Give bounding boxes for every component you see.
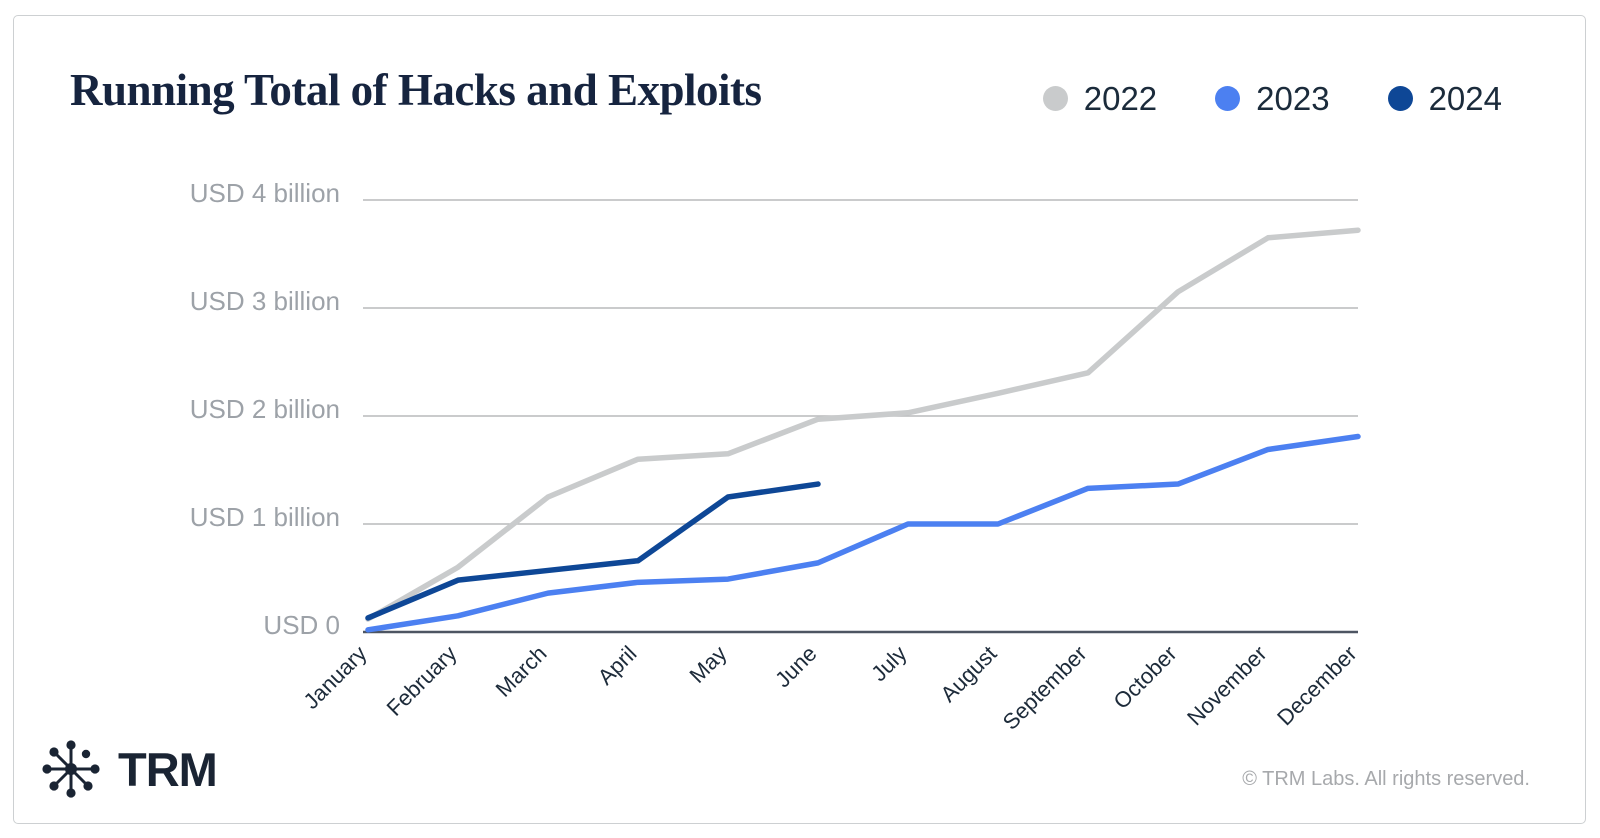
chart-legend: 2022 2023 2024 [1042,80,1502,117]
x-axis-tick-label: July [866,641,911,686]
legend-dot-2024-icon [1387,86,1413,111]
legend-dot-2022-icon [1042,86,1068,111]
legend-label-2022: 2022 [1083,80,1158,117]
footer-copyright: © TRM Labs. All rights reserved. [1242,768,1530,790]
legend-label-2024: 2024 [1428,80,1502,117]
legend-item-2024: 2024 [1387,80,1502,117]
brand-name: TRM [118,742,218,796]
x-axis-tick-label: November [1182,641,1271,730]
y-axis-tick-label: USD 0 [263,610,340,640]
y-axis-tick-label: USD 2 billion [190,394,340,424]
x-axis-tick-label: February [382,641,462,721]
x-axis-tick-label: December [1272,641,1361,730]
series-line-2023 [365,433,1361,633]
page-title: Running Total of Hacks and Exploits [70,65,762,115]
legend-dot-2023-icon [1215,86,1241,111]
x-axis-tick-label: April [593,641,642,690]
x-axis-tick-label: January [299,641,372,714]
chart-card [13,15,1586,824]
y-axis-tick-label: USD 4 billion [190,178,340,208]
x-axis-tick-label: May [684,641,731,688]
trm-hub-icon [42,740,100,798]
legend-item-2022: 2022 [1042,80,1158,117]
x-axis-tick-label: August [935,641,1001,707]
y-axis-tick-label: USD 1 billion [190,502,340,532]
legend-label-2023: 2023 [1256,80,1330,117]
x-axis-tick-label: March [491,641,552,702]
x-axis-tick-label: June [770,641,821,692]
x-axis-tick-label: October [1109,641,1182,714]
series-line-2024 [365,481,821,621]
y-axis-tick-label: USD 3 billion [190,286,340,316]
x-axis-tick-label: September [998,641,1092,735]
legend-item-2023: 2023 [1215,80,1330,117]
brand-logo: TRM [38,736,218,802]
series-line-2022 [365,227,1361,622]
